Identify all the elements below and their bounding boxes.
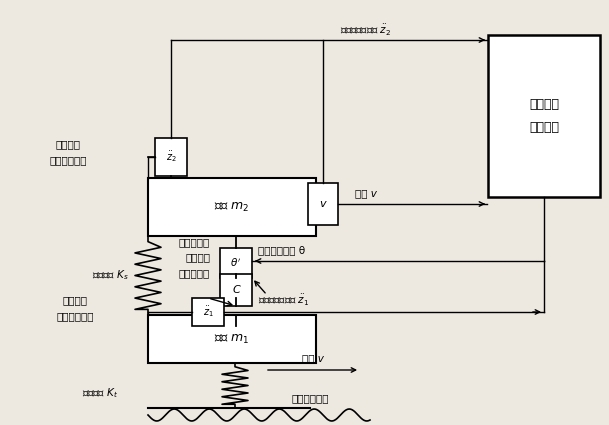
Bar bbox=[308, 183, 338, 225]
Text: 步进电机: 步进电机 bbox=[185, 252, 210, 262]
Text: 车轮振动
加速度传感器: 车轮振动 加速度传感器 bbox=[56, 295, 94, 321]
Text: $\theta'$: $\theta'$ bbox=[230, 257, 242, 269]
Text: 步进电机转角 θ: 步进电机转角 θ bbox=[258, 245, 305, 255]
Bar bbox=[148, 315, 316, 363]
Text: 轮胎刚度 $K_t$: 轮胎刚度 $K_t$ bbox=[82, 386, 118, 400]
Text: 悬架刚度 $K_s$: 悬架刚度 $K_s$ bbox=[91, 268, 128, 282]
Bar bbox=[488, 35, 600, 197]
Text: v: v bbox=[320, 199, 326, 209]
Text: 车身振动
加速度传感器: 车身振动 加速度传感器 bbox=[49, 139, 86, 165]
Text: 可控减振器: 可控减振器 bbox=[179, 268, 210, 278]
Text: C: C bbox=[232, 285, 240, 295]
Text: $\ddot{z}_1$: $\ddot{z}_1$ bbox=[203, 305, 213, 320]
Text: 车速 v: 车速 v bbox=[302, 353, 324, 363]
Bar bbox=[220, 274, 252, 306]
Text: 车轮振动加速度 $\ddot{z}_1$: 车轮振动加速度 $\ddot{z}_1$ bbox=[258, 293, 309, 308]
Bar bbox=[192, 298, 224, 326]
Text: 车身振动加速度 $\ddot{z}_2$: 车身振动加速度 $\ddot{z}_2$ bbox=[340, 23, 391, 38]
Bar bbox=[220, 248, 252, 278]
Text: 半主动悬
架控制器: 半主动悬 架控制器 bbox=[529, 98, 559, 134]
Text: 车速 v: 车速 v bbox=[355, 188, 377, 198]
Text: $\ddot{z}_2$: $\ddot{z}_2$ bbox=[166, 150, 177, 164]
Text: 车轮 $m_1$: 车轮 $m_1$ bbox=[214, 332, 250, 346]
Text: 车辆行驶路况: 车辆行驶路况 bbox=[291, 393, 329, 403]
Text: 车身 $m_2$: 车身 $m_2$ bbox=[214, 201, 250, 213]
Bar bbox=[148, 178, 316, 236]
Text: 转角传感器: 转角传感器 bbox=[179, 237, 210, 247]
Bar bbox=[155, 138, 187, 176]
